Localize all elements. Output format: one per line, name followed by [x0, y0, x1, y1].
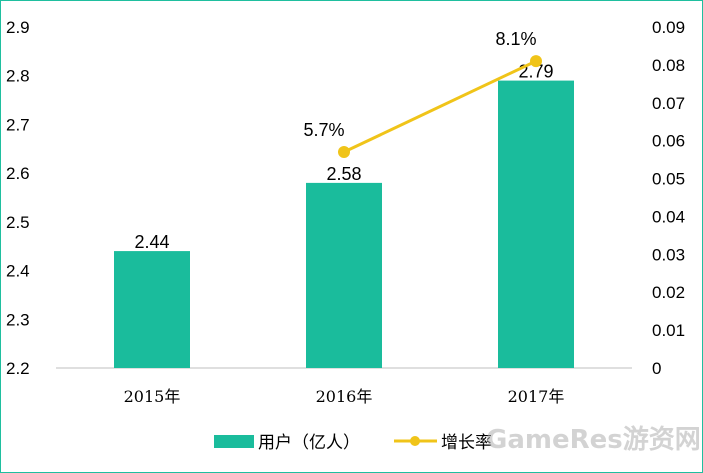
bar: [498, 80, 574, 368]
x-axis-categories: 2015年 2016年 2017年: [124, 387, 565, 406]
watermark-logo: GameRes游资网: [486, 425, 701, 455]
legend: 用户（亿人） 增长率: [214, 433, 492, 453]
bar-data-label: 2.58: [326, 164, 361, 184]
bar-series: 2.442.582.79: [114, 62, 574, 368]
left-axis-tick-label: 2.3: [6, 310, 30, 329]
right-axis-tick-label: 0: [652, 359, 661, 378]
right-axis-tick-label: 0.07: [652, 94, 685, 113]
left-axis-tick-label: 2.5: [6, 213, 30, 232]
x-axis-category-label: 2016年: [316, 387, 373, 406]
bar: [306, 182, 382, 368]
right-axis-tick-label: 0.01: [652, 321, 685, 340]
left-axis-tick-label: 2.2: [6, 359, 30, 378]
left-axis-tick-label: 2.6: [6, 164, 30, 183]
right-axis-tick-label: 0.08: [652, 56, 685, 75]
right-axis-tick-label: 0.02: [652, 283, 685, 302]
x-axis-category-label: 2015年: [124, 387, 181, 406]
right-axis-tick-label: 0.09: [652, 18, 685, 37]
left-axis-tick-label: 2.9: [6, 18, 30, 37]
left-axis-tick-label: 2.8: [6, 67, 30, 86]
line-data-label: 5.7%: [303, 120, 344, 140]
legend-bar-label: 用户（亿人）: [258, 433, 360, 453]
right-axis-tick-label: 0.03: [652, 245, 685, 264]
legend-line-label: 增长率: [441, 433, 492, 453]
legend-line-marker: [410, 436, 420, 446]
growth-rate-line: [343, 59, 537, 154]
x-axis-category-label: 2017年: [508, 387, 565, 406]
line-point: [530, 55, 542, 68]
right-y-axis: 0 0.01 0.02 0.03 0.04 0.05 0.06 0.07 0.08 0.09: [652, 18, 685, 378]
left-axis-tick-label: 2.4: [6, 262, 30, 281]
line-data-label: 8.1%: [495, 29, 536, 49]
left-axis-tick-label: 2.7: [6, 115, 30, 134]
bar-data-label: 2.44: [134, 232, 169, 252]
left-y-axis: 2.2 2.3 2.4 2.5 2.6 2.7 2.8 2.9: [6, 18, 30, 378]
right-axis-tick-label: 0.04: [652, 207, 685, 226]
line-point: [338, 146, 350, 159]
right-axis-tick-label: 0.06: [652, 132, 685, 151]
bar: [114, 251, 190, 368]
right-axis-tick-label: 0.05: [652, 170, 685, 189]
line-series: 5.7% 8.1%: [303, 29, 542, 159]
legend-bar-swatch: [214, 435, 254, 448]
